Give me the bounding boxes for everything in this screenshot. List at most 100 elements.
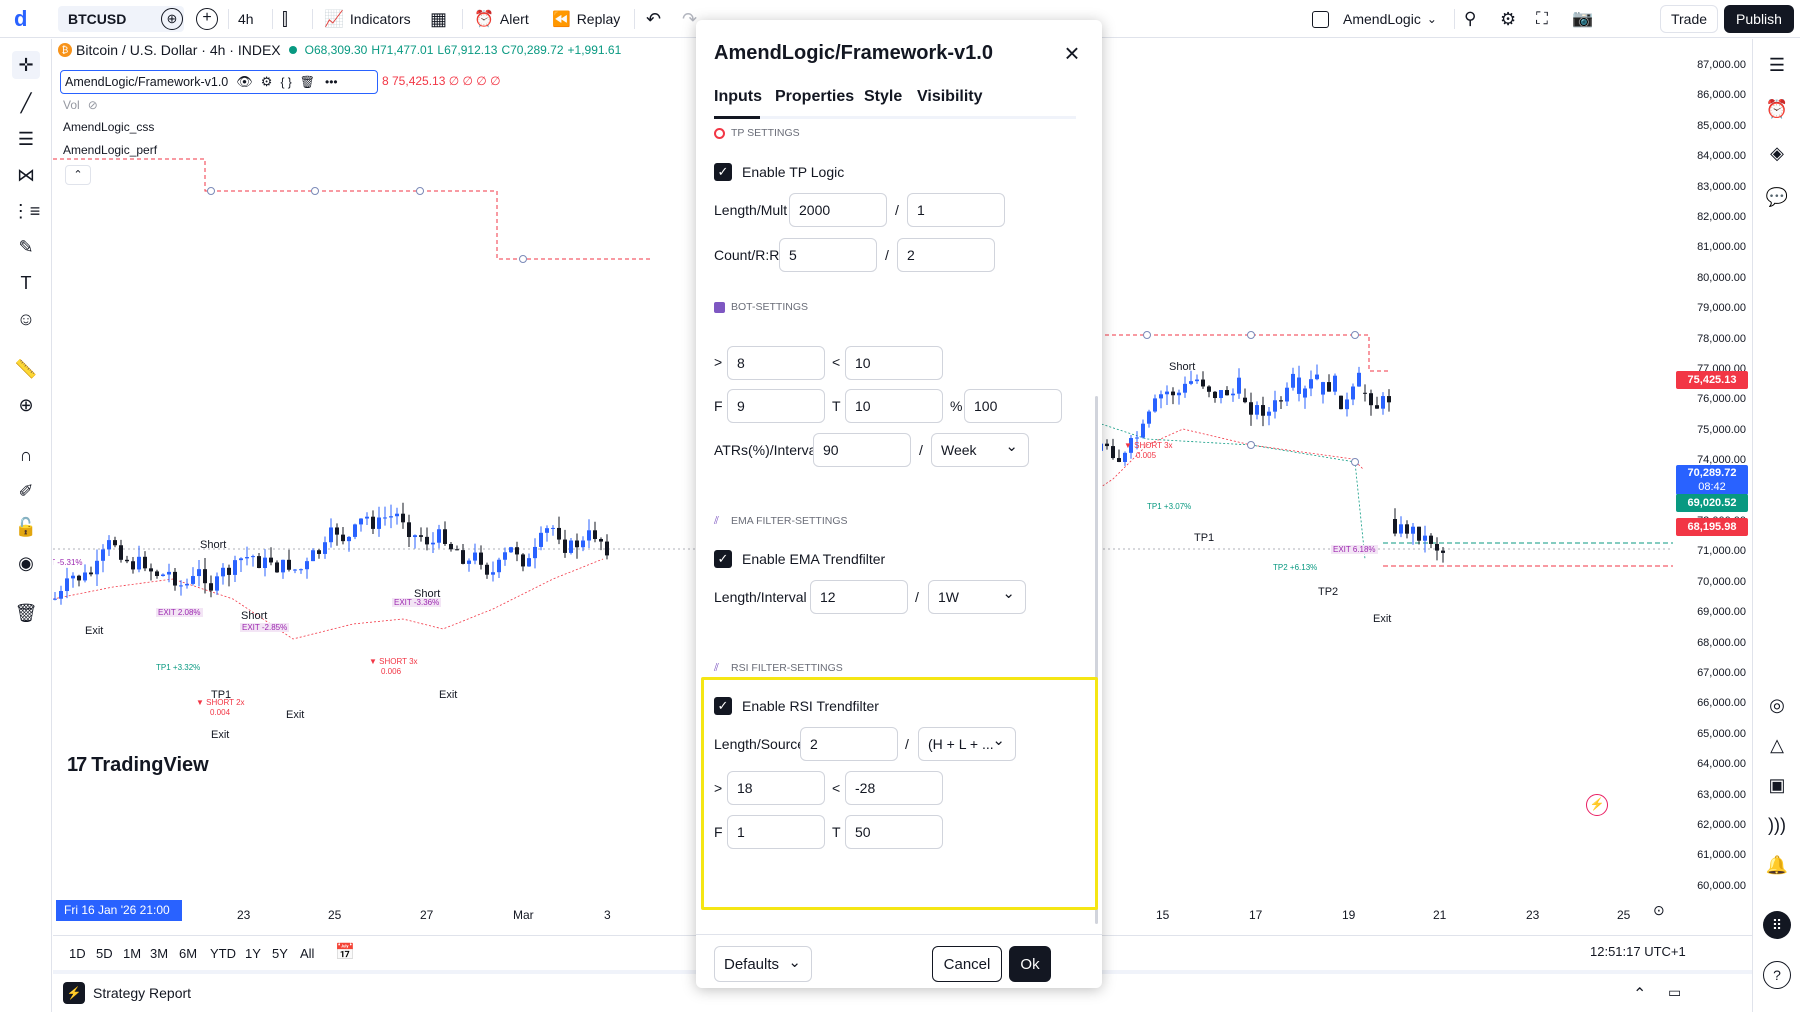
emoji-icon[interactable]: ☺ xyxy=(16,308,36,329)
checkbox-checked-icon[interactable]: ✓ xyxy=(714,163,732,181)
count-input[interactable]: 5 xyxy=(779,238,877,272)
lock-drawing-icon[interactable]: ✐ xyxy=(18,480,34,501)
ema-length-input[interactable]: 12 xyxy=(810,580,908,614)
tab-visibility[interactable]: Visibility xyxy=(917,88,983,105)
lightning-icon[interactable]: ⚡ xyxy=(1586,794,1608,816)
more-icon[interactable]: ••• xyxy=(325,75,338,89)
indicator-legend-item[interactable]: AmendLogic/Framework-v1.0 👁 ⚙ { } 🗑 ••• xyxy=(60,70,378,94)
layout-name-button[interactable]: AmendLogic ⌄ xyxy=(1343,7,1437,31)
date-axis-settings-icon[interactable]: ⊙ xyxy=(1653,902,1665,918)
layout-checkbox-icon[interactable] xyxy=(1312,11,1329,28)
crosshair-icon[interactable]: ✛ xyxy=(12,51,40,79)
bot-gt-input[interactable]: 8 xyxy=(727,346,825,380)
quick-search-icon[interactable]: ⚲ xyxy=(1464,9,1477,28)
timeframe-button-1m[interactable]: 1M xyxy=(123,946,142,961)
tab-properties[interactable]: Properties xyxy=(775,88,855,105)
help-icon[interactable]: ? xyxy=(1763,961,1791,989)
close-icon[interactable]: × xyxy=(1064,38,1080,68)
checkbox-checked-icon[interactable]: ✓ xyxy=(714,550,732,568)
source-code-icon[interactable]: { } xyxy=(280,75,292,89)
defaults-dropdown[interactable]: Defaults ⌄ xyxy=(714,946,812,982)
magnet-icon[interactable]: ∩ xyxy=(19,444,33,465)
layers-icon[interactable]: ◈ xyxy=(1770,142,1784,163)
eye-icon[interactable]: ◉ xyxy=(18,552,34,573)
publish-button[interactable]: Publish xyxy=(1724,5,1794,33)
cancel-button[interactable]: Cancel xyxy=(932,946,1002,982)
watchlist-icon[interactable]: ☰ xyxy=(1768,54,1786,75)
zoom-in-icon[interactable]: ⊕ xyxy=(18,394,34,415)
date-range-icon[interactable]: 📅 xyxy=(335,944,355,961)
ema-interval-select[interactable]: 1W xyxy=(928,578,1026,614)
text-icon[interactable]: T xyxy=(20,272,32,293)
atrs-input[interactable]: 90 xyxy=(813,433,911,467)
timeframe-button-all[interactable]: All xyxy=(300,946,315,961)
length-input[interactable]: 2000 xyxy=(789,193,887,227)
forecast-icon[interactable]: ⋮≡ xyxy=(11,200,41,221)
maximize-panel-icon[interactable]: ▭ xyxy=(1668,984,1682,1000)
rsi-t-input[interactable]: 50 xyxy=(845,815,943,849)
trash-icon[interactable]: 🗑 xyxy=(14,602,38,623)
rsi-f-input[interactable]: 1 xyxy=(727,815,825,849)
timeframe-button-1d[interactable]: 1D xyxy=(69,946,86,961)
volume-legend[interactable]: Vol ⊘ xyxy=(63,98,98,112)
chat-icon[interactable]: 💬 xyxy=(1765,186,1789,207)
redo-icon[interactable]: ↷ xyxy=(682,8,698,29)
stream-icon[interactable]: ))) xyxy=(1768,814,1786,835)
lock-icon[interactable]: 🔓 xyxy=(14,516,38,537)
timeframe-button-6m[interactable]: 6M xyxy=(179,946,198,961)
indicators-button[interactable]: 📈 Indicators xyxy=(324,7,411,31)
alert-button[interactable]: ⏰ Alert xyxy=(474,7,529,31)
symbol-search[interactable]: BTCUSD xyxy=(58,6,184,32)
tradingview-logo-icon[interactable]: d xyxy=(14,6,28,31)
symbol-title[interactable]: Bitcoin / U.S. Dollar · 4h · INDEX xyxy=(76,42,281,58)
bot-lt-input[interactable]: 10 xyxy=(845,346,943,380)
interval-button[interactable]: 4h xyxy=(238,11,254,27)
target-icon[interactable]: ◎ xyxy=(1769,694,1785,715)
settings-icon[interactable]: ⚙ xyxy=(260,74,273,89)
price-axis[interactable]: 87,000.00 86,000.00 85,000.00 84,000.00 83,0… xyxy=(1673,39,1752,920)
indicator-legend-css[interactable]: AmendLogic_css xyxy=(63,120,155,134)
tab-inputs[interactable]: Inputs xyxy=(714,88,762,105)
delete-icon[interactable]: 🗑 xyxy=(299,75,316,89)
collapse-legend-button[interactable]: ⌃ xyxy=(65,165,91,185)
rsi-length-input[interactable]: 2 xyxy=(800,727,898,761)
fullscreen-icon[interactable]: ⛶ xyxy=(1536,9,1548,28)
replay-button[interactable]: ⏪ Replay xyxy=(552,7,620,31)
rsi-gt-input[interactable]: 18 xyxy=(727,771,825,805)
rsi-lt-input[interactable]: -28 xyxy=(845,771,943,805)
camera-icon[interactable]: 📷 xyxy=(1572,9,1594,28)
add-symbol-icon[interactable]: + xyxy=(196,8,218,30)
checkbox-checked-icon[interactable]: ✓ xyxy=(714,697,732,715)
bot-t-input[interactable]: 10 xyxy=(845,389,943,423)
candles-icon[interactable]: ⫿ xyxy=(282,8,288,29)
templates-icon[interactable]: ▦ xyxy=(430,8,448,29)
alerts-clock-icon[interactable]: ⏰ xyxy=(1765,98,1789,119)
trade-button[interactable]: Trade xyxy=(1660,5,1718,33)
timeframe-button-5y[interactable]: 5Y xyxy=(272,946,288,961)
timeframe-button-1y[interactable]: 1Y xyxy=(245,946,261,961)
mult-input[interactable]: 1 xyxy=(907,193,1005,227)
trendline-icon[interactable]: ╱ xyxy=(20,92,32,113)
ruler-icon[interactable]: 📏 xyxy=(14,358,38,379)
enable-tp-checkbox-row[interactable]: ✓ Enable TP Logic xyxy=(714,163,844,181)
enable-ema-checkbox-row[interactable]: ✓ Enable EMA Trendfilter xyxy=(714,550,885,568)
eye-off-icon[interactable]: ⊘ xyxy=(87,98,98,112)
scrollbar[interactable] xyxy=(1095,396,1098,924)
compare-symbol-icon[interactable]: ⊕ xyxy=(161,8,183,30)
apps-grid-icon[interactable]: ⠿ xyxy=(1763,911,1791,939)
rr-input[interactable]: 2 xyxy=(897,238,995,272)
undo-icon[interactable]: ↶ xyxy=(646,8,662,29)
settings-gear-icon[interactable]: ⚙ xyxy=(1500,8,1517,29)
eye-icon[interactable]: 👁 xyxy=(236,74,253,89)
fib-icon[interactable]: ☰ xyxy=(17,128,35,149)
rsi-source-select[interactable]: (H + L + ... xyxy=(918,725,1016,761)
bot-f-input[interactable]: 9 xyxy=(727,389,825,423)
timeframe-button-3m[interactable]: 3M xyxy=(150,946,169,961)
brush-icon[interactable]: ✎ xyxy=(18,236,34,257)
bot-pct-input[interactable]: 100 xyxy=(964,389,1062,423)
tab-style[interactable]: Style xyxy=(864,88,903,105)
atrs-interval-select[interactable]: Week xyxy=(931,431,1029,467)
ok-button[interactable]: Ok xyxy=(1009,946,1051,982)
calendar-icon[interactable]: ▣ xyxy=(1768,774,1786,795)
notifications-icon[interactable]: 🔔 xyxy=(1765,854,1789,875)
